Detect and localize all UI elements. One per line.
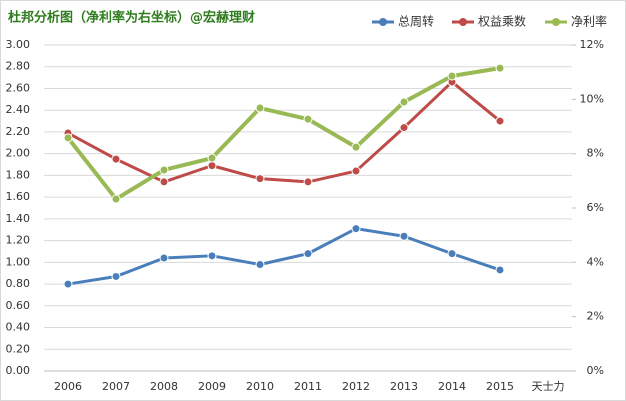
point-marker xyxy=(207,153,217,163)
legend-marker xyxy=(379,18,387,26)
x-tick-label: 天士力 xyxy=(532,380,565,393)
y2-tick-label: 0% xyxy=(587,364,604,377)
point-marker xyxy=(303,249,313,259)
x-tick-label: 2012 xyxy=(342,380,370,393)
y2-tick-label: 2% xyxy=(587,310,604,323)
y-tick-label: 0.40 xyxy=(6,321,31,334)
point-marker xyxy=(351,142,361,152)
point-marker xyxy=(495,63,505,73)
y-tick-label: 2.80 xyxy=(6,60,31,73)
legend-marker xyxy=(552,18,560,26)
y-tick-label: 1.20 xyxy=(6,234,31,247)
point-marker xyxy=(399,123,409,133)
y-tick-label: 0.80 xyxy=(6,277,31,290)
point-marker xyxy=(111,154,121,164)
y-tick-label: 1.80 xyxy=(6,168,31,181)
y-tick-label: 0.60 xyxy=(6,299,31,312)
x-tick-label: 2011 xyxy=(294,380,322,393)
point-marker xyxy=(303,177,313,187)
point-marker xyxy=(207,251,217,261)
y-tick-label: 1.60 xyxy=(6,190,31,203)
y-tick-label: 2.40 xyxy=(6,103,31,116)
point-marker xyxy=(447,71,457,81)
x-tick-label: 2014 xyxy=(438,380,466,393)
y-tick-label: 1.40 xyxy=(6,212,31,225)
point-marker xyxy=(495,265,505,275)
y-tick-label: 2.00 xyxy=(6,147,31,160)
point-marker xyxy=(159,165,169,175)
point-marker xyxy=(255,260,265,270)
y2-tick-label: 4% xyxy=(587,255,604,268)
chart-title: 杜邦分析图（净利率为右坐标）@宏赫理财 xyxy=(8,10,255,26)
y-tick-label: 0.00 xyxy=(6,364,31,377)
y2-tick-label: 10% xyxy=(580,92,604,105)
legend-text: 权益乘数 xyxy=(478,14,526,29)
x-tick-label: 2010 xyxy=(246,380,274,393)
point-marker xyxy=(255,174,265,184)
y-tick-label: 0.20 xyxy=(6,342,31,355)
point-marker xyxy=(255,103,265,113)
series-line xyxy=(67,227,501,286)
legend-marker xyxy=(459,18,467,26)
legend-text: 总周转 xyxy=(398,14,434,29)
y-tick-label: 1.00 xyxy=(6,255,31,268)
y2-tick-label: 8% xyxy=(587,147,604,160)
point-marker xyxy=(63,279,73,289)
point-marker xyxy=(447,249,457,259)
point-marker xyxy=(399,231,409,241)
point-marker xyxy=(495,116,505,126)
x-tick-label: 2008 xyxy=(150,380,178,393)
point-marker xyxy=(159,177,169,187)
point-marker xyxy=(351,166,361,176)
point-marker xyxy=(111,194,121,204)
x-tick-label: 2015 xyxy=(486,380,514,393)
y-tick-label: 3.00 xyxy=(6,38,31,51)
series-line xyxy=(67,80,501,184)
x-tick-label: 2006 xyxy=(54,380,82,393)
point-marker xyxy=(207,161,217,171)
point-marker xyxy=(399,97,409,107)
legend-text: 净利率 xyxy=(571,14,607,29)
x-tick-label: 2007 xyxy=(102,380,130,393)
y2-tick-label: 12% xyxy=(580,38,604,51)
x-tick-label: 2013 xyxy=(390,380,418,393)
x-tick-label: 2009 xyxy=(198,380,226,393)
series-line xyxy=(66,66,501,202)
point-marker xyxy=(159,253,169,263)
y2-tick-label: 6% xyxy=(587,201,604,214)
y-tick-label: 2.60 xyxy=(6,81,31,94)
point-marker xyxy=(351,224,361,234)
point-marker xyxy=(63,133,73,143)
y-tick-label: 2.20 xyxy=(6,125,31,138)
point-marker xyxy=(303,114,313,124)
point-marker xyxy=(111,271,121,281)
